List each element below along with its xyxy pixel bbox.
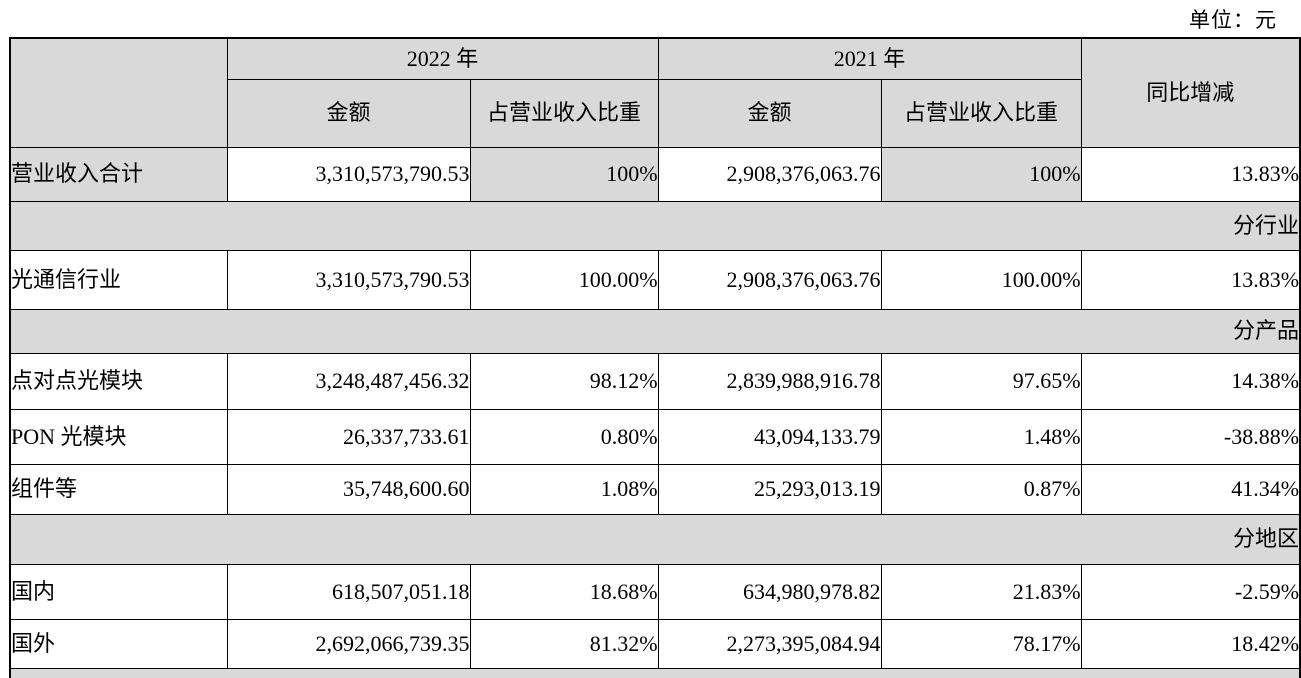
pct-2021: 1.48% [880,408,1082,465]
section-label: 分行业 [9,200,1301,251]
row-label: PON 光模块 [9,408,228,465]
amount-2022: 2,692,066,739.35 [226,618,471,669]
pct-2022: 100% [469,146,659,202]
pct-2022: 81.32% [469,618,659,669]
header-corner-cell [9,37,228,148]
pct-2022: 98.12% [469,352,659,410]
row-label: 国内 [9,563,228,620]
pct-2022: 100.00% [469,249,659,310]
pct-2022: 18.68% [469,563,659,620]
header-amount-2021: 金额 [657,78,882,148]
amount-2021: 25,293,013.19 [657,463,882,515]
row-label: 国外 [9,618,228,669]
header-yoy: 同比增减 [1080,37,1301,148]
header-pct-2021: 占营业收入比重 [880,78,1082,148]
row-label: 组件等 [9,463,228,515]
pct-2021: 78.17% [880,618,1082,669]
pct-2021: 21.83% [880,563,1082,620]
yoy-change: 14.38% [1080,352,1301,410]
unit-label: 单位：元 [1189,8,1277,32]
pct-2021: 97.65% [880,352,1082,410]
header-year-2021: 2021 年 [657,37,1082,80]
amount-2022: 618,507,051.18 [226,563,471,620]
header-year-2022: 2022 年 [226,37,659,80]
row-label: 点对点光模块 [9,352,228,410]
section-row-clipped [9,667,1301,678]
section-row-product: 分产品 [9,308,1301,354]
section-row-industry: 分行业 [9,200,1301,251]
pct-2021: 0.87% [880,463,1082,515]
amount-2021: 2,908,376,063.76 [657,146,882,202]
header-row-years: 2022 年 2021 年 同比增减 [9,37,1301,148]
header-pct-2022: 占营业收入比重 [469,78,659,148]
yoy-change: 13.83% [1080,249,1301,310]
amount-2021: 634,980,978.82 [657,563,882,620]
section-label-empty [9,667,1301,678]
table-row: PON 光模块 26,337,733.61 0.80% 43,094,133.7… [9,408,1301,465]
section-row-region: 分地区 [9,513,1301,565]
yoy-change: 13.83% [1080,146,1301,202]
yoy-change: 41.34% [1080,463,1301,515]
header-amount-2022: 金额 [226,78,471,148]
table-row: 点对点光模块 3,248,487,456.32 98.12% 2,839,988… [9,352,1301,410]
table-row: 国外 2,692,066,739.35 81.32% 2,273,395,084… [9,618,1301,669]
header-row-measures: 金额 占营业收入比重 金额 占营业收入比重 [10,78,1300,148]
row-label: 营业收入合计 [9,146,228,202]
row-label: 光通信行业 [9,249,228,310]
section-label: 分产品 [9,308,1301,354]
amount-2022: 26,337,733.61 [226,408,471,465]
yoy-change: 18.42% [1080,618,1301,669]
pct-2022: 1.08% [469,463,659,515]
amount-2021: 2,839,988,916.78 [657,352,882,410]
pct-2022: 0.80% [469,408,659,465]
amount-2022: 3,248,487,456.32 [226,352,471,410]
pct-2021: 100.00% [880,249,1082,310]
table-row-total: 营业收入合计 3,310,573,790.53 100% 2,908,376,0… [9,146,1301,202]
amount-2021: 43,094,133.79 [657,408,882,465]
revenue-breakdown-table: 2022 年 2021 年 同比增减 金额 占营业收入比重 金额 占营业收入比重… [9,37,1301,678]
amount-2022: 35,748,600.60 [226,463,471,515]
yoy-change: -2.59% [1080,563,1301,620]
yoy-change: -38.88% [1080,408,1301,465]
amount-2022: 3,310,573,790.53 [226,146,471,202]
amount-2021: 2,908,376,063.76 [657,249,882,310]
table-row: 光通信行业 3,310,573,790.53 100.00% 2,908,376… [9,249,1301,310]
pct-2021: 100% [880,146,1082,202]
section-label: 分地区 [9,513,1301,565]
table-row: 组件等 35,748,600.60 1.08% 25,293,013.19 0.… [9,463,1301,515]
amount-2022: 3,310,573,790.53 [226,249,471,310]
table-row: 国内 618,507,051.18 18.68% 634,980,978.82 … [9,563,1301,620]
amount-2021: 2,273,395,084.94 [657,618,882,669]
